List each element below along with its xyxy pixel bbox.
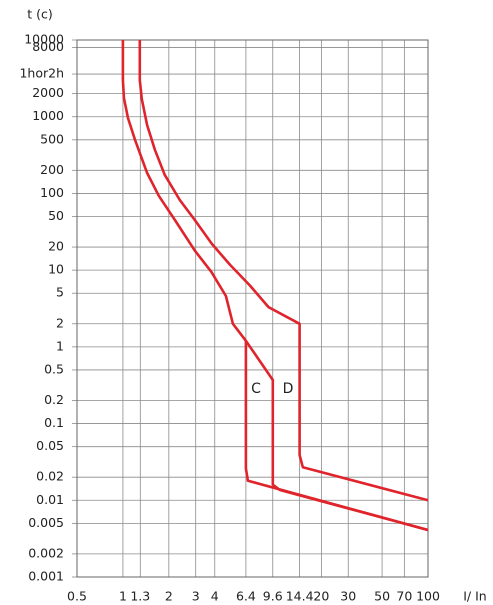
y-tick-label: 0.1 (44, 415, 64, 430)
y-tick-label: 500 (40, 131, 64, 146)
y-tick-label: 0.005 (28, 515, 64, 530)
x-tick-label: 20 (313, 589, 329, 604)
y-tick-label: 0.02 (36, 469, 64, 484)
x-tick-label: 2 (165, 589, 173, 604)
y-tick-label: 0.01 (36, 492, 64, 507)
y-tick-label: 10000 (24, 32, 64, 47)
y-tick-label: 2 (56, 315, 64, 330)
y-tick-label: 0.001 (28, 569, 64, 584)
x-tick-label: 6.4 (236, 589, 256, 604)
curve (244, 340, 429, 532)
y-tick-label: 200 (40, 162, 64, 177)
x-tick-label: 0.5 (67, 589, 87, 604)
y-tick-label: 1 (56, 338, 64, 353)
y-tick-label: 0.5 (44, 361, 64, 376)
y-tick-label: 1hor2h (19, 66, 64, 81)
x-tick-label: 1.3 (130, 589, 150, 604)
y-tick-label: 8000 (32, 39, 64, 54)
y-tick-label: 0.05 (36, 438, 64, 453)
y-tick-label: 1000 (32, 108, 64, 123)
x-tick-label: 70 (396, 589, 412, 604)
plot-frame (76, 39, 429, 578)
x-tick-label: 9.6 (263, 589, 283, 604)
y-axis-label: t (c) (27, 7, 53, 22)
x-tick-label: 14.4 (286, 589, 314, 604)
curve-label: D (283, 381, 294, 397)
curve (138, 40, 429, 502)
curve (121, 40, 429, 532)
y-tick-label: 10 (48, 262, 64, 277)
x-tick-label: 4 (211, 589, 219, 604)
y-tick-label: 50 (48, 208, 64, 223)
y-tick-label: 5 (56, 285, 64, 300)
x-tick-label: 100 (416, 589, 440, 604)
x-tick-label: 30 (340, 589, 356, 604)
y-tick-label: 100 (40, 185, 64, 200)
y-tick-label: 0.002 (28, 545, 64, 560)
x-axis-label: I/ In (463, 589, 486, 604)
x-tick-label: 3 (192, 589, 200, 604)
curve-label: C (251, 381, 261, 397)
y-tick-label: 0.2 (44, 392, 64, 407)
x-tick-label: 50 (374, 589, 390, 604)
y-tick-label: 2000 (32, 85, 64, 100)
y-tick-label: 20 (48, 239, 64, 254)
x-tick-label: 1 (119, 589, 127, 604)
